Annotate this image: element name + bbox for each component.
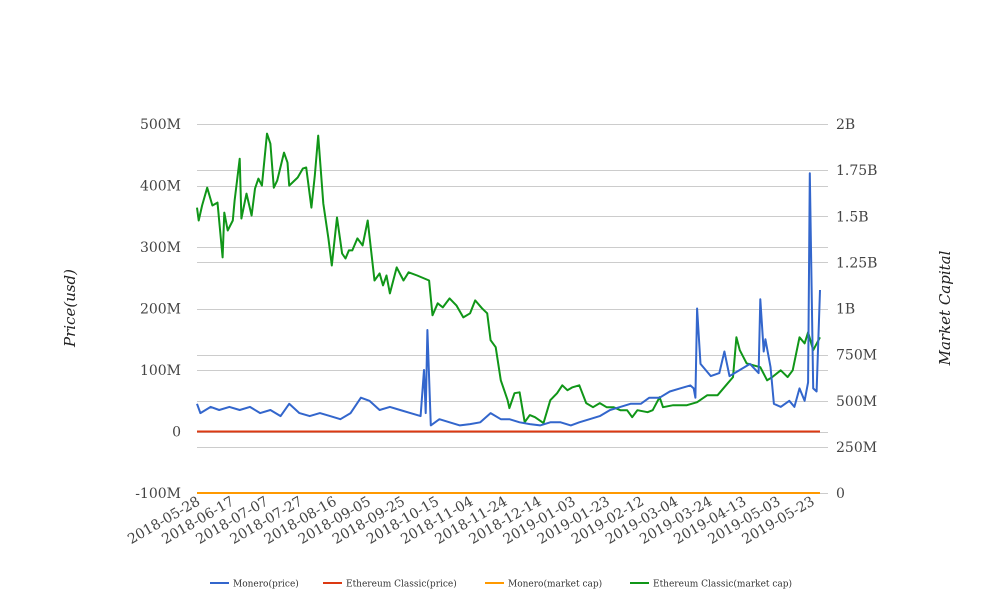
- legend-label: Monero(market cap): [508, 579, 602, 590]
- legend-label: Ethereum Classic(market cap): [653, 579, 792, 590]
- series-lines: [196, 132, 821, 494]
- y-tick-label: 100M: [140, 363, 181, 379]
- y2-tick-label: 250M: [836, 440, 877, 456]
- y2-tick-label: 750M: [836, 348, 877, 364]
- y2-tick-label: 500M: [836, 394, 877, 410]
- y-axis-left: -100M 0 100M 200M 300M 400M 500M: [135, 117, 181, 502]
- y2-tick-label: 1.75B: [836, 163, 877, 179]
- y-tick-label: 0: [172, 425, 181, 441]
- y2-tick-label: 0: [836, 486, 845, 502]
- y2-tick-label: 1.5B: [836, 209, 869, 225]
- y2-axis-title: Market Capital: [936, 250, 954, 366]
- y2-tick-label: 1.25B: [836, 255, 877, 271]
- y-tick-label: 400M: [140, 179, 181, 195]
- x-axis: 2018-05-282018-06-172018-07-072018-07-27…: [125, 494, 817, 548]
- y-tick-label: 300M: [140, 240, 181, 256]
- legend-label: Monero(price): [233, 579, 299, 590]
- y2-tick-label: 2B: [836, 117, 855, 133]
- y2-tick-label: 1B: [836, 302, 855, 318]
- series-line-ethereum-classic-market-cap: [196, 132, 821, 425]
- legend[interactable]: Monero(price) Ethereum Classic(price) Mone…: [210, 579, 792, 590]
- legend-label: Ethereum Classic(price): [346, 579, 457, 590]
- y-tick-label: 500M: [140, 117, 181, 133]
- y-axis-right: 0 250M 500M 750M 1B 1.25B 1.5B 1.75B 2B: [836, 117, 877, 502]
- gridlines: [197, 124, 828, 494]
- series-line-monero-price: [196, 172, 821, 427]
- y-tick-label: 200M: [140, 302, 181, 318]
- y-axis-title: Price(usd): [61, 269, 79, 348]
- y-tick-label: -100M: [135, 486, 181, 502]
